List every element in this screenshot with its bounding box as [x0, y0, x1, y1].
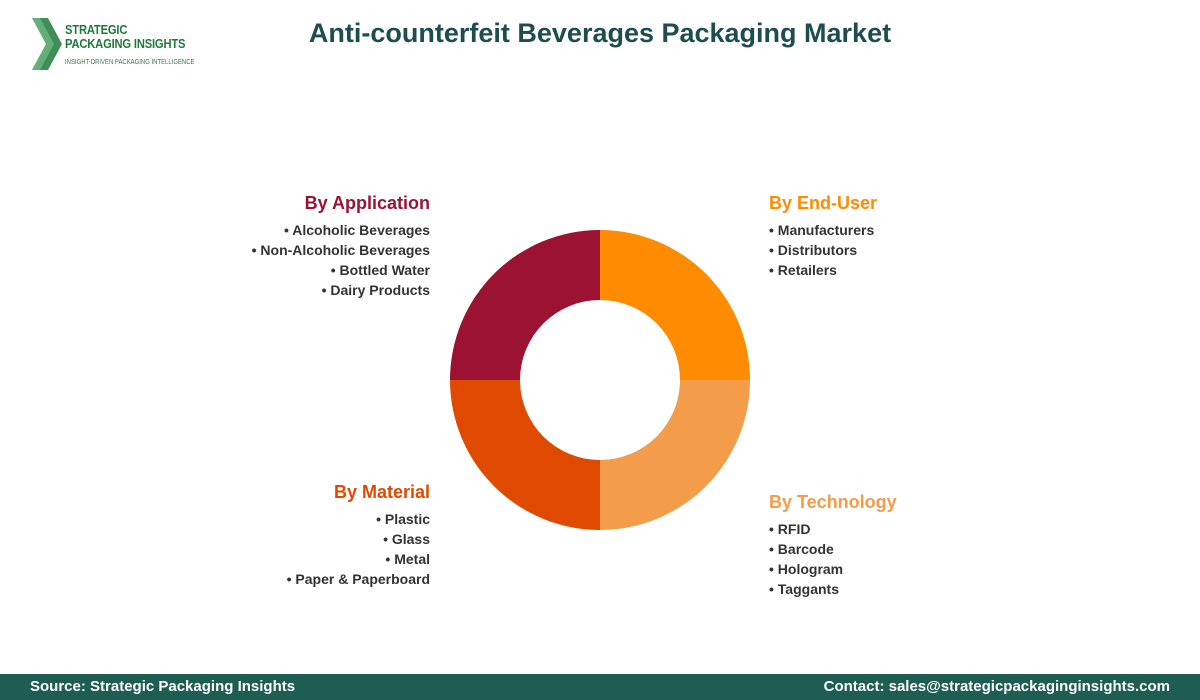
list-item: • Non-Alcoholic Beverages	[251, 242, 430, 258]
donut-segment-material	[450, 380, 600, 530]
donut-segment-end-user	[600, 230, 750, 380]
segment-list-end-user: • Manufacturers • Distributors • Retaile…	[769, 220, 874, 280]
list-item: • Dairy Products	[321, 282, 430, 298]
list-item: • Manufacturers	[769, 222, 875, 238]
segment-list-technology: • RFID • Barcode • Hologram • Taggants	[769, 519, 843, 599]
list-item: • Retailers	[769, 262, 837, 278]
list-item: • Paper & Paperboard	[286, 571, 430, 587]
segment-heading-application: By Application	[304, 193, 430, 213]
list-item: • Taggants	[769, 581, 839, 597]
segment-donut	[450, 230, 750, 530]
page-title: Anti-counterfeit Beverages Packaging Mar…	[308, 18, 892, 48]
footer-contact-link[interactable]: Contact: sales@strategicpackaginginsight…	[823, 678, 1170, 695]
logo-tagline: INSIGHT-DRIVEN PACKAGING INTELLIGENCE	[65, 59, 195, 66]
logo-text-line1: STRATEGIC	[65, 22, 128, 37]
list-item: • Plastic	[376, 511, 430, 527]
footer-bar: Source: Strategic Packaging Insights Con…	[0, 674, 1200, 700]
segment-heading-end-user: By End-User	[769, 193, 878, 213]
logo-text-line2: PACKAGING INSIGHTS	[65, 36, 186, 51]
list-item: • RFID	[769, 521, 811, 537]
segment-heading-material: By Material	[333, 482, 430, 502]
list-item: • Barcode	[769, 541, 834, 557]
segment-list-application: • Alcoholic Beverages • Non-Alcoholic Be…	[252, 220, 430, 300]
list-item: • Glass	[383, 531, 430, 547]
donut-segment-technology	[600, 380, 750, 530]
list-item: • Metal	[385, 551, 430, 567]
logo-chevron-icon	[32, 18, 62, 70]
brand-logo: STRATEGIC PACKAGING INSIGHTS INSIGHT-DRI…	[30, 18, 220, 72]
list-item: • Hologram	[769, 561, 844, 577]
donut-segment-application	[450, 230, 600, 380]
list-item: • Alcoholic Beverages	[284, 222, 430, 238]
segment-heading-technology: By Technology	[769, 492, 897, 512]
segment-list-material: • Plastic • Glass • Metal • Paper & Pape…	[287, 509, 430, 589]
footer-source: Source: Strategic Packaging Insights	[30, 678, 296, 695]
list-item: • Distributors	[769, 242, 858, 258]
list-item: • Bottled Water	[330, 262, 430, 278]
